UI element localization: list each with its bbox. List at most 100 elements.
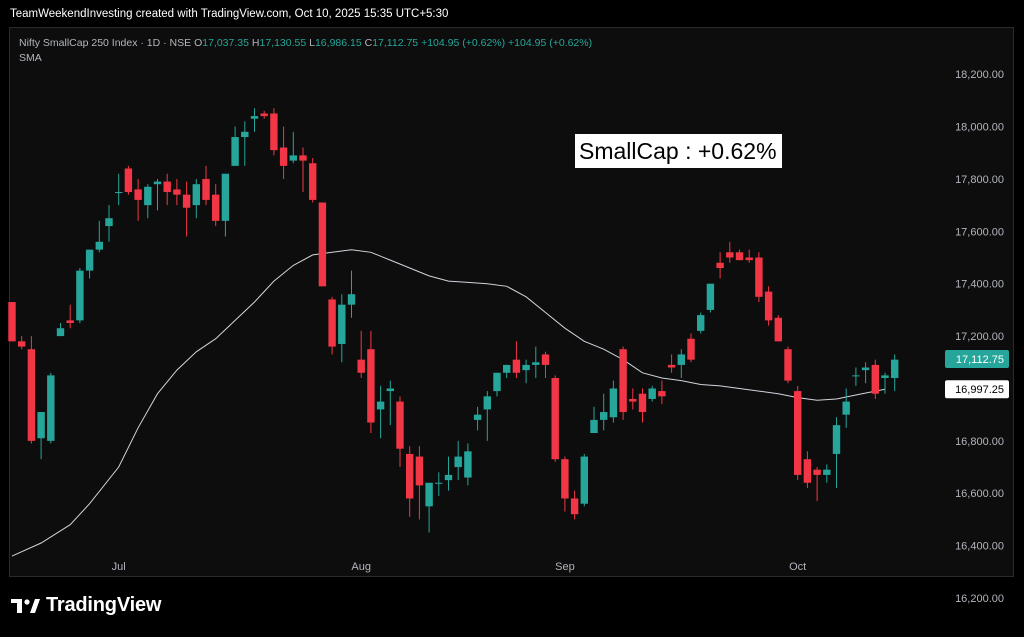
candle bbox=[726, 241, 734, 263]
candle-body bbox=[852, 375, 860, 377]
candle bbox=[444, 456, 453, 491]
candle-body bbox=[503, 364, 511, 373]
candle bbox=[512, 341, 521, 378]
candle bbox=[66, 304, 74, 329]
candle-body bbox=[609, 388, 618, 418]
candle bbox=[697, 312, 705, 334]
symbol-label[interactable]: Nifty SmallCap 250 Index · 1D · NSE bbox=[19, 37, 192, 49]
candle-body bbox=[444, 474, 453, 481]
candle bbox=[658, 380, 666, 405]
candle-body bbox=[667, 364, 676, 368]
candle bbox=[493, 372, 501, 397]
candle-body bbox=[260, 113, 268, 117]
candle-body bbox=[56, 328, 65, 337]
chart-pane[interactable] bbox=[9, 27, 1014, 577]
candle bbox=[95, 220, 103, 253]
low-label: L bbox=[309, 37, 315, 49]
y-tick-label: 18,200.00 bbox=[955, 69, 1004, 81]
open-value: 17,037.35 bbox=[202, 37, 249, 49]
candle-body bbox=[406, 453, 414, 499]
candle-body bbox=[629, 398, 637, 402]
candle-body bbox=[386, 388, 394, 392]
chart-header: TeamWeekendInvesting created with Tradin… bbox=[10, 8, 449, 20]
candle-body bbox=[842, 401, 850, 415]
candle bbox=[745, 249, 753, 263]
candle-body bbox=[464, 451, 472, 478]
candle bbox=[435, 472, 443, 496]
candle bbox=[47, 372, 55, 444]
candle bbox=[231, 126, 239, 166]
candle-body bbox=[813, 469, 821, 475]
candle-body bbox=[85, 249, 94, 271]
candle bbox=[764, 286, 773, 326]
annotation-text: SmallCap : +0.62% bbox=[575, 134, 782, 168]
candle-body bbox=[124, 168, 133, 193]
candle bbox=[629, 388, 637, 410]
candle bbox=[823, 464, 831, 483]
candle bbox=[396, 396, 404, 468]
candle bbox=[551, 375, 559, 462]
candle bbox=[619, 346, 627, 420]
candle bbox=[425, 482, 433, 533]
candle-body bbox=[658, 391, 666, 397]
sma-indicator-label[interactable]: SMA bbox=[19, 52, 42, 64]
close-value: 17,112.75 bbox=[372, 37, 419, 49]
change-value-2: +104.95 (+0.62%) bbox=[508, 37, 593, 49]
candle-body bbox=[726, 252, 734, 258]
candle-body bbox=[551, 378, 559, 460]
tradingview-logo-icon bbox=[11, 598, 40, 613]
price-label-text: 16,997.25 bbox=[955, 384, 1004, 396]
candle-body bbox=[376, 401, 385, 410]
candle-body bbox=[687, 338, 695, 360]
candle-body bbox=[202, 178, 210, 200]
candle-body bbox=[66, 320, 74, 323]
candle bbox=[289, 131, 297, 164]
candle-body bbox=[347, 294, 356, 305]
low-value: 16,986.15 bbox=[314, 37, 362, 49]
candle bbox=[706, 283, 715, 313]
candle bbox=[144, 184, 152, 219]
candle bbox=[580, 453, 588, 507]
candle-body bbox=[115, 192, 123, 194]
candle-body bbox=[677, 354, 685, 365]
candle bbox=[842, 388, 850, 428]
candle-body bbox=[638, 393, 647, 413]
y-tick-label: 17,800.00 bbox=[955, 174, 1004, 186]
candle-body bbox=[871, 364, 879, 394]
candle-body bbox=[832, 425, 841, 454]
x-tick-label: Oct bbox=[789, 561, 806, 573]
candle-body bbox=[590, 419, 598, 433]
y-tick-label: 17,400.00 bbox=[955, 279, 1004, 291]
candle-body bbox=[241, 131, 249, 138]
y-tick-label: 16,200.00 bbox=[955, 593, 1004, 605]
y-tick-label: 18,000.00 bbox=[955, 122, 1004, 134]
candle bbox=[648, 385, 656, 402]
candle-body bbox=[95, 241, 103, 250]
candle-body bbox=[8, 302, 16, 342]
candle bbox=[570, 490, 579, 520]
candle-body bbox=[318, 202, 327, 287]
candle bbox=[861, 362, 870, 384]
candle-body bbox=[182, 194, 191, 208]
candle-body bbox=[134, 189, 142, 200]
candle-body bbox=[250, 116, 259, 119]
candle bbox=[279, 126, 288, 179]
x-tick-label: Sep bbox=[555, 561, 575, 573]
y-tick-label: 17,200.00 bbox=[955, 331, 1004, 343]
candle bbox=[182, 181, 191, 237]
candle bbox=[532, 346, 540, 378]
candle bbox=[871, 359, 879, 399]
candle-body bbox=[541, 354, 550, 365]
candle bbox=[134, 178, 142, 221]
candle bbox=[376, 385, 385, 439]
sma-price-label: 16,997.25 bbox=[945, 380, 1009, 399]
candle-body bbox=[619, 349, 627, 413]
candle-body bbox=[435, 482, 443, 484]
candle bbox=[735, 249, 744, 261]
candle-body bbox=[648, 388, 656, 399]
candle bbox=[541, 351, 550, 378]
candle-body bbox=[309, 163, 317, 200]
candle bbox=[347, 270, 356, 318]
candle bbox=[367, 330, 375, 433]
